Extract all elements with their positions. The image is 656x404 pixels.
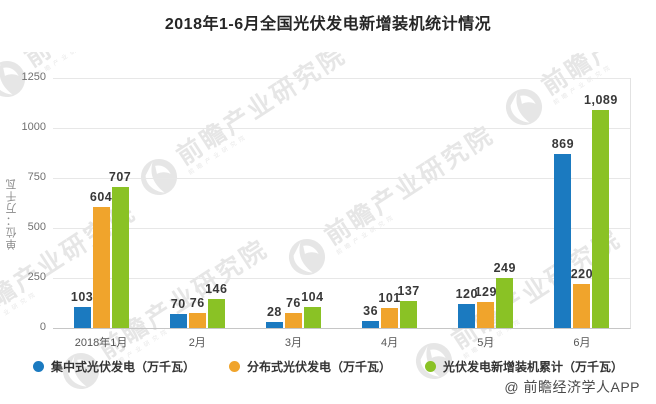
- gridline: [53, 78, 630, 79]
- legend-label: 光伏发电新增装机累计（万千瓦）: [443, 360, 624, 374]
- gridline: [53, 228, 630, 229]
- chart-title: 2018年1-6月全国光伏发电新增装机统计情况: [164, 16, 492, 33]
- legend-item-2: 光伏发电新增装机累计（万千瓦）: [425, 358, 623, 375]
- gridline: [53, 178, 630, 179]
- legend-dot-icon: [425, 361, 436, 372]
- gridline: [53, 278, 630, 279]
- x-axis-tick-label: 5月: [477, 337, 495, 349]
- bar-value-label: 28: [266, 305, 282, 320]
- bar: [111, 186, 129, 328]
- bar-value-label: 220: [570, 267, 594, 281]
- legend-dot-icon: [32, 361, 44, 372]
- x-axis-tick-label: 2018年1月: [74, 337, 128, 349]
- legend-dot-icon: [228, 361, 240, 372]
- watermark-subtext: 前瞻产业研究院: [35, 52, 98, 79]
- y-axis-tick-label: 1250: [21, 71, 46, 83]
- bar-value-label: 146: [205, 281, 228, 296]
- x-axis-tick-label: 2月: [188, 337, 206, 349]
- bar: [592, 110, 610, 328]
- bar: [207, 298, 225, 328]
- bar: [381, 307, 399, 328]
- bar: [496, 278, 514, 328]
- gridline: [53, 128, 630, 129]
- bar-value-label: 120: [455, 287, 478, 301]
- bar: [92, 207, 110, 328]
- legend-label: 分布式光伏发电（万千瓦）: [246, 360, 391, 374]
- bar: [169, 314, 187, 328]
- bar-value-label: 101: [378, 290, 401, 305]
- bar: [265, 322, 283, 328]
- bar: [362, 320, 380, 328]
- bar-value-label: 129: [474, 285, 497, 300]
- bar-value-label: 76: [285, 295, 301, 310]
- bar: [573, 284, 591, 328]
- plot-area: 103 604 707 2018年1月 70 76 146 2月 28 76 104 3月 36 101 1…: [53, 78, 631, 349]
- x-axis-tick-label: 3月: [284, 337, 302, 349]
- y-axis-tick-label: 750: [27, 171, 46, 183]
- bar-value-label: 137: [397, 283, 420, 298]
- y-axis-tick-label: 500: [27, 221, 46, 233]
- bar-value-label: 76: [189, 295, 205, 310]
- bar: [73, 307, 91, 328]
- y-axis-tick-label: 1000: [21, 121, 46, 133]
- bar-value-label: 104: [301, 290, 324, 305]
- legend-item-0: 集中式光伏发电（万千瓦）: [32, 358, 195, 375]
- bar-value-label: 249: [493, 261, 516, 276]
- y-axis-tick-label: 250: [27, 271, 46, 283]
- legend-label: 集中式光伏发电（万千瓦）: [50, 360, 195, 374]
- copyright-note: @ 前瞻经济学人APP: [504, 379, 640, 395]
- bar-value-label: 1,089: [584, 93, 618, 108]
- bar: [188, 312, 206, 328]
- bar: [554, 154, 572, 328]
- legend-item-1: 分布式光伏发电（万千瓦）: [228, 358, 391, 375]
- legend: 集中式光伏发电（万千瓦） 分布式光伏发电（万千瓦） 光伏发电新增装机累计（万千瓦）: [0, 358, 656, 375]
- watermark-text: 前瞻产业研究院: [20, 52, 200, 72]
- x-axis-tick-label: 6月: [573, 337, 591, 349]
- bar-value-label: 604: [89, 190, 113, 205]
- bar: [477, 302, 495, 328]
- bar-value-label: 36: [363, 303, 379, 318]
- y-axis-tick-label: 0: [39, 321, 46, 333]
- bar-value-label: 103: [70, 290, 94, 305]
- bar-value-label: 869: [551, 137, 575, 152]
- bar-value-label: 70: [170, 297, 186, 311]
- bar: [284, 312, 302, 328]
- bar: [303, 307, 321, 328]
- x-axis-tick-label: 4月: [381, 337, 399, 349]
- bar: [458, 304, 476, 328]
- bar: [400, 300, 418, 328]
- bar-value-label: 707: [108, 169, 132, 184]
